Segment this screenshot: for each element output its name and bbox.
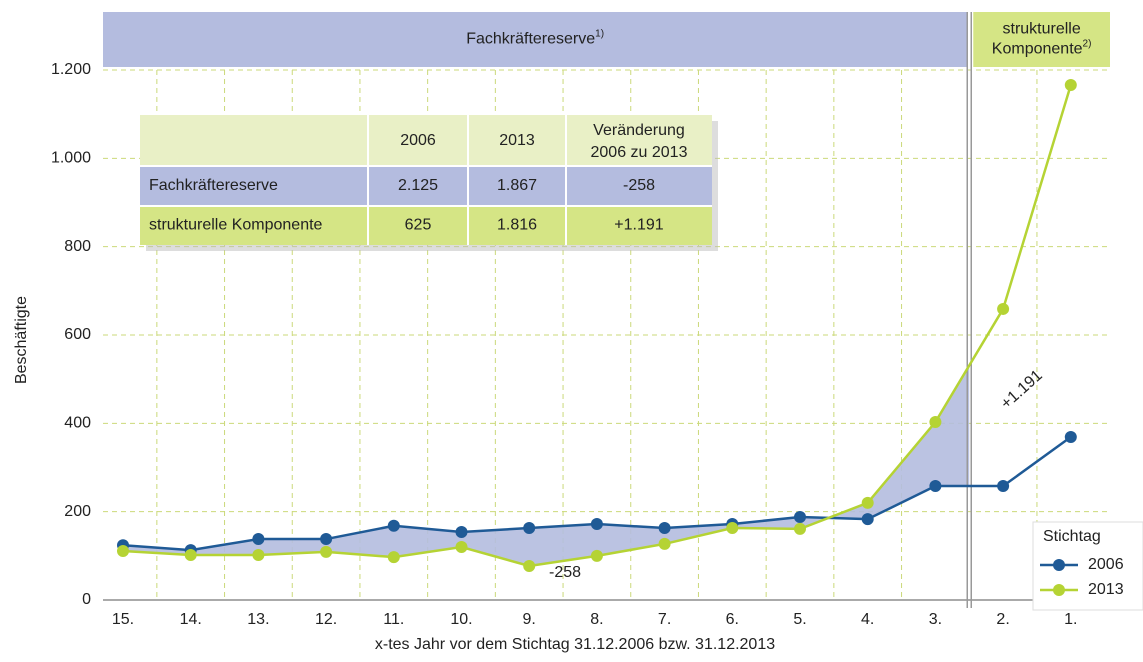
data-point — [387, 551, 400, 564]
table-cell: 1.867 — [497, 177, 537, 194]
annotation: -258 — [549, 564, 581, 581]
x-tick-label: 5. — [793, 611, 806, 628]
data-point — [252, 533, 265, 546]
table-row — [140, 115, 712, 166]
table-row — [140, 206, 712, 245]
data-point — [523, 559, 536, 572]
table-cell: 2.125 — [398, 177, 438, 194]
table-cell: 625 — [405, 217, 432, 234]
y-tick-label: 1.200 — [51, 61, 91, 78]
x-tick-label: 8. — [590, 611, 603, 628]
legend-swatch — [1053, 559, 1065, 571]
header-band — [103, 12, 968, 67]
data-point — [117, 544, 129, 557]
data-point — [794, 510, 806, 523]
x-tick-label: 7. — [658, 611, 671, 628]
header-band — [973, 12, 1110, 67]
table-cell: 1.816 — [497, 217, 537, 234]
data-point — [997, 480, 1010, 493]
data-point — [794, 522, 806, 535]
x-tick-label: 15. — [112, 611, 134, 628]
y-tick-label: 1.000 — [51, 150, 91, 167]
x-tick-label: 3. — [929, 611, 942, 628]
legend-swatch — [1053, 584, 1065, 596]
x-tick-label: 13. — [247, 611, 269, 628]
band-label: Fachkräftereserve1) — [466, 28, 604, 48]
data-point — [455, 541, 468, 553]
band-note: 1) — [595, 28, 604, 39]
x-tick-label: 9. — [523, 611, 536, 628]
data-point — [523, 522, 536, 535]
band-label-text: Komponente — [992, 41, 1083, 58]
band-note: 2) — [1083, 38, 1092, 49]
x-tick-label: 6. — [726, 611, 739, 628]
data-table: 2006 2013 Veränderung 2006 zu 2013 Fachkräft… — [140, 115, 718, 251]
table-header: 2013 — [499, 132, 535, 149]
table-cell: +1.191 — [614, 217, 663, 234]
band-label: strukturelle — [1003, 21, 1081, 38]
band-label-text: strukturelle — [1003, 21, 1081, 38]
table-cell: Fachkräftereserve — [149, 177, 278, 194]
legend-label: 2013 — [1088, 581, 1124, 598]
data-point — [590, 518, 603, 531]
y-tick-label: 0 — [82, 591, 91, 608]
data-point — [455, 525, 468, 538]
data-point — [929, 480, 942, 493]
x-axis-label: x-tes Jahr vor dem Stichtag 31.12.2006 b… — [375, 636, 775, 653]
data-point — [590, 549, 603, 562]
band-label-text: Fachkräftereserve — [466, 31, 595, 48]
data-point — [929, 416, 942, 429]
x-tick-label: 10. — [450, 611, 472, 628]
data-point — [387, 519, 400, 532]
data-point — [861, 513, 874, 526]
data-point — [1064, 79, 1077, 92]
data-point — [658, 537, 671, 550]
table-header: 2006 zu 2013 — [591, 144, 688, 161]
annotation: +1.191 — [998, 367, 1046, 413]
data-point — [320, 545, 333, 558]
x-tick-label: 12. — [315, 611, 337, 628]
table-row — [140, 166, 712, 206]
y-tick-label: 800 — [64, 238, 91, 255]
x-tick-label: 1. — [1064, 611, 1077, 628]
x-tick-label: 4. — [861, 611, 874, 628]
data-point — [1064, 431, 1077, 444]
table-header: Veränderung — [593, 122, 685, 139]
data-point — [997, 302, 1010, 315]
y-tick-label: 200 — [64, 503, 91, 520]
table-header: 2006 — [400, 132, 436, 149]
data-point — [726, 522, 739, 535]
legend-label: 2006 — [1088, 556, 1124, 573]
y-tick-label: 400 — [64, 415, 91, 432]
band-label: Komponente2) — [992, 38, 1092, 58]
table-cell: strukturelle Komponente — [149, 217, 323, 234]
data-point — [658, 522, 671, 535]
y-tick-label: 600 — [64, 326, 91, 343]
y-axis-label: Beschäftigte — [13, 296, 30, 384]
data-point — [184, 548, 197, 561]
data-point — [861, 496, 874, 509]
data-point — [320, 533, 333, 546]
area-fill — [123, 365, 970, 566]
x-tick-label: 14. — [180, 611, 202, 628]
x-tick-label: 11. — [383, 611, 404, 628]
x-tick-label: 2. — [996, 611, 1009, 628]
table-cell: -258 — [623, 177, 655, 194]
data-point — [252, 548, 265, 561]
legend-title: Stichtag — [1043, 528, 1101, 545]
